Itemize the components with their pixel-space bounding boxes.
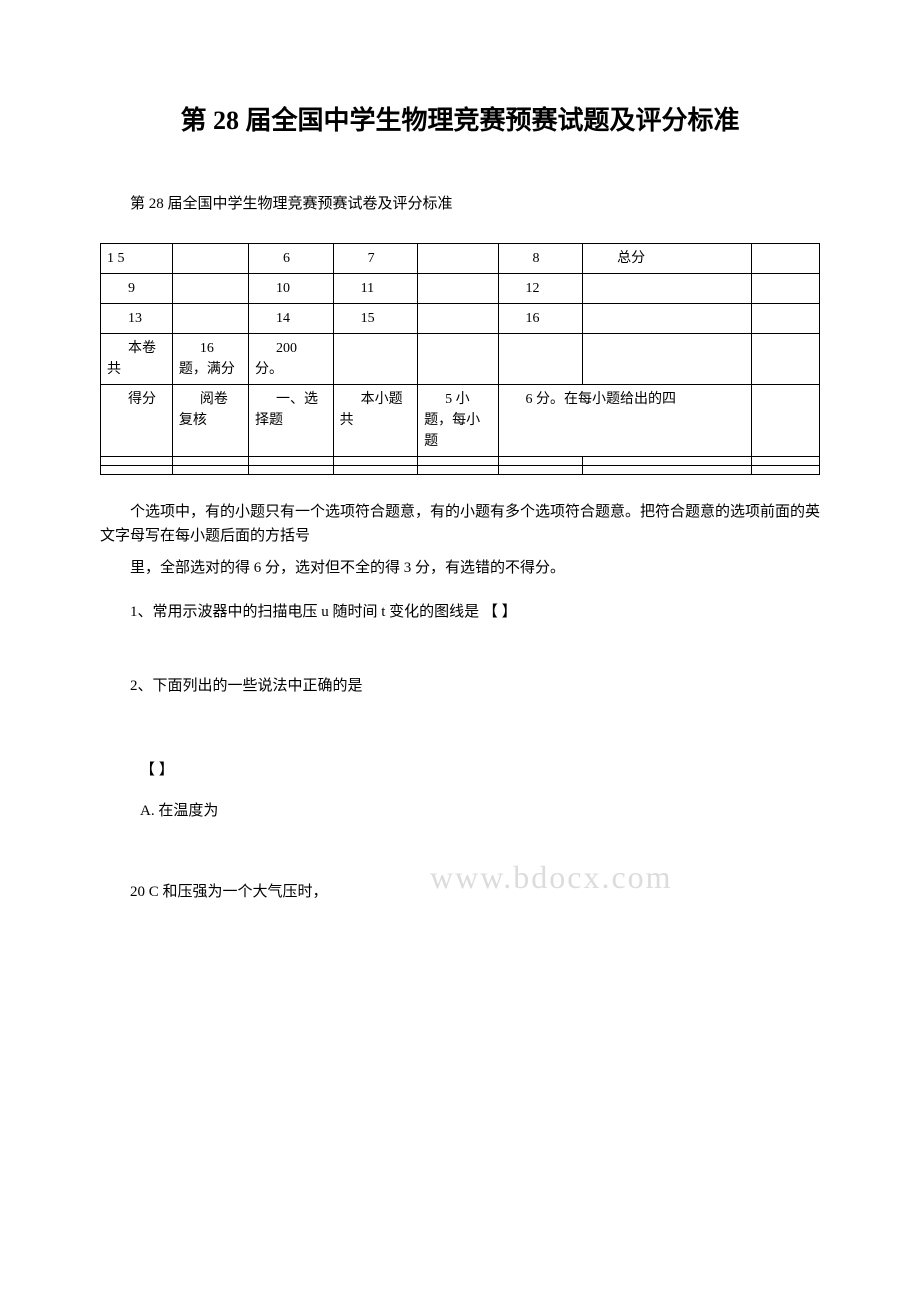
table-cell bbox=[583, 274, 752, 304]
table-cell: 9 bbox=[101, 274, 173, 304]
option-a: A. 在温度为 bbox=[140, 799, 820, 820]
table-cell bbox=[498, 466, 583, 475]
table-cell: 阅卷 复核 bbox=[172, 385, 248, 457]
question-2: 2、下面列出的一些说法中正确的是 bbox=[100, 674, 820, 698]
table-cell: 14 bbox=[249, 304, 334, 334]
table-cell bbox=[333, 466, 418, 475]
table-cell bbox=[752, 304, 820, 334]
table-cell: 本小题共 bbox=[333, 385, 418, 457]
table-cell: 6 bbox=[249, 244, 334, 274]
table-cell: 一、选择题 bbox=[249, 385, 334, 457]
table-row: 9 10 11 12 bbox=[101, 274, 820, 304]
document-title: 第 28 届全国中学生物理竞赛预赛试题及评分标准 bbox=[100, 100, 820, 137]
score-table: 1 5 6 7 8 总分 9 10 11 12 13 14 15 16 本卷共 … bbox=[100, 243, 820, 475]
table-row bbox=[101, 457, 820, 466]
answer-bracket: 【 】 bbox=[140, 758, 820, 779]
table-cell bbox=[418, 274, 498, 304]
table-cell bbox=[172, 457, 248, 466]
table-cell bbox=[583, 304, 752, 334]
table-cell: 16 bbox=[498, 304, 583, 334]
table-cell bbox=[172, 274, 248, 304]
table-row: 13 14 15 16 bbox=[101, 304, 820, 334]
table-cell bbox=[333, 334, 418, 385]
table-cell bbox=[101, 466, 173, 475]
table-cell bbox=[583, 466, 752, 475]
table-cell: 12 bbox=[498, 274, 583, 304]
table-cell bbox=[752, 334, 820, 385]
table-cell bbox=[498, 334, 583, 385]
table-row bbox=[101, 466, 820, 475]
table-cell bbox=[583, 457, 752, 466]
table-cell: 16 题，满分 bbox=[172, 334, 248, 385]
table-row: 本卷共 16 题，满分 200 分。 bbox=[101, 334, 820, 385]
table-cell bbox=[418, 304, 498, 334]
table-cell bbox=[101, 457, 173, 466]
table-cell bbox=[752, 466, 820, 475]
table-cell bbox=[752, 385, 820, 457]
table-cell: 8 bbox=[498, 244, 583, 274]
table-cell bbox=[418, 334, 498, 385]
table-cell: 5 小题，每小题 bbox=[418, 385, 498, 457]
table-row: 1 5 6 7 8 总分 bbox=[101, 244, 820, 274]
table-cell bbox=[752, 457, 820, 466]
table-cell: 15 bbox=[333, 304, 418, 334]
question-1: 1、常用示波器中的扫描电压 u 随时间 t 变化的图线是 【 】 bbox=[100, 600, 820, 624]
table-cell bbox=[752, 274, 820, 304]
table-cell bbox=[498, 457, 583, 466]
table-cell bbox=[172, 466, 248, 475]
table-cell bbox=[418, 457, 498, 466]
table-cell bbox=[249, 457, 334, 466]
table-cell: 得分 bbox=[101, 385, 173, 457]
table-cell: 10 bbox=[249, 274, 334, 304]
document-subtitle: 第 28 届全国中学生物理竞赛预赛试卷及评分标准 bbox=[100, 192, 820, 213]
table-cell: 6 分。在每小题给出的四 bbox=[498, 385, 752, 457]
table-cell bbox=[583, 334, 752, 385]
table-cell bbox=[418, 466, 498, 475]
table-cell bbox=[249, 466, 334, 475]
table-cell bbox=[172, 304, 248, 334]
table-row: 得分 阅卷 复核 一、选择题 本小题共 5 小题，每小题 6 分。在每小题给出的… bbox=[101, 385, 820, 457]
table-cell: 7 bbox=[333, 244, 418, 274]
table-cell bbox=[172, 244, 248, 274]
instruction-paragraph-1: 个选项中，有的小题只有一个选项符合题意，有的小题有多个选项符合题意。把符合题意的… bbox=[100, 500, 820, 548]
table-cell bbox=[333, 457, 418, 466]
table-cell: 13 bbox=[101, 304, 173, 334]
option-a-continuation: 20 C 和压强为一个大气压时， bbox=[100, 880, 820, 901]
table-cell: 11 bbox=[333, 274, 418, 304]
table-cell bbox=[752, 244, 820, 274]
table-cell: 1 5 bbox=[101, 244, 173, 274]
instruction-paragraph-2: 里，全部选对的得 6 分，选对但不全的得 3 分，有选错的不得分。 bbox=[100, 556, 820, 580]
table-cell: 总分 bbox=[583, 244, 752, 274]
table-cell: 本卷共 bbox=[101, 334, 173, 385]
table-cell bbox=[418, 244, 498, 274]
table-cell: 200 分。 bbox=[249, 334, 334, 385]
